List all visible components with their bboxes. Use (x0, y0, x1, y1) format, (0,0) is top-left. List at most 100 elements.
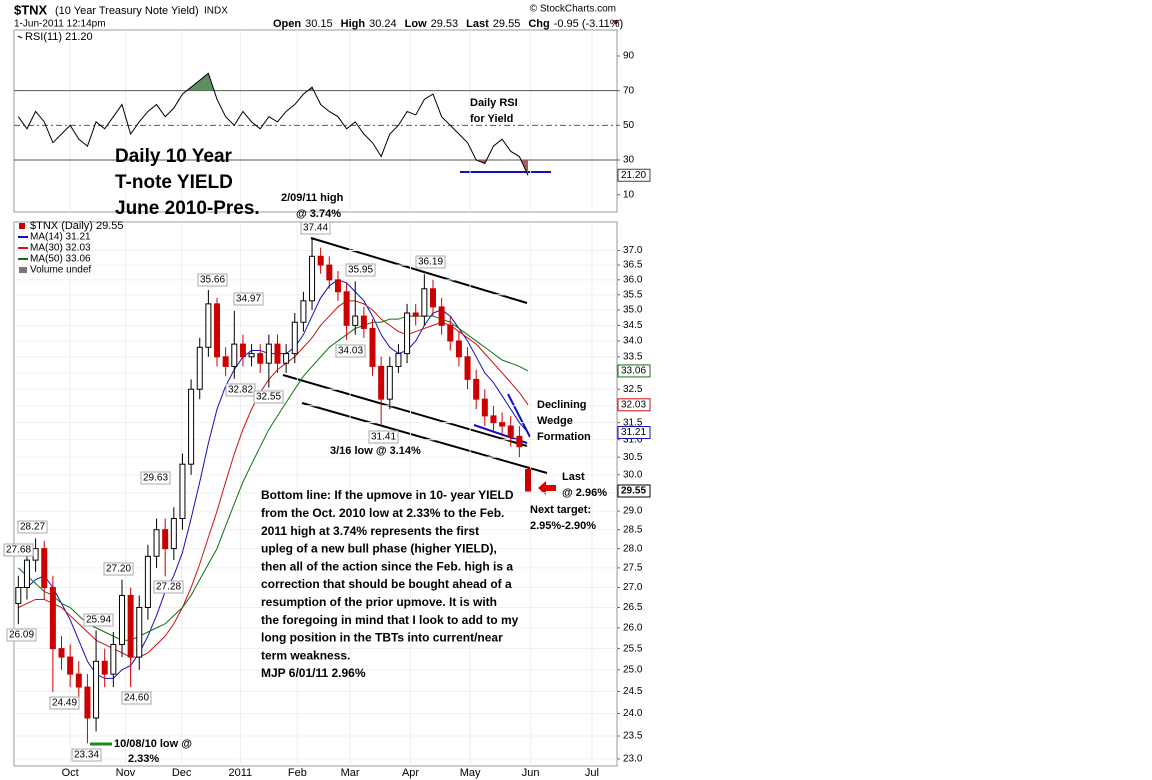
x-tick-label: 2011 (229, 767, 253, 779)
candle-body (455, 340, 462, 358)
value-marker: 32.03 (621, 399, 646, 410)
annotation: long position in the TBTs into current/n… (261, 631, 503, 645)
y-tick-label: 10 (623, 189, 635, 200)
y-tick-label: 30 (623, 155, 635, 166)
annotation: Bottom line: If the upmove in 10- year Y… (261, 488, 514, 502)
quote-value: -0.95 (-3.11%) (554, 18, 624, 30)
annotation: the foregoing in mind that I look to add… (261, 613, 519, 627)
annotation: 35.95 (348, 265, 373, 276)
y-tick-label: 25.0 (623, 664, 643, 675)
rsi-marker-box (617, 168, 651, 182)
y-tick-label: 24.5 (623, 686, 643, 697)
annotation: 34.03 (338, 346, 363, 357)
annotation: term weakness. (261, 648, 350, 662)
annotation-box (6, 628, 37, 642)
candle-body (404, 312, 411, 355)
candle-body (499, 422, 506, 427)
value-marker-box (617, 426, 651, 440)
candle-body (101, 660, 108, 675)
annotation: Formation (537, 431, 591, 443)
legend-icon (19, 267, 27, 273)
rsi-marker: 21.20 (621, 170, 646, 181)
annotation: T-note YIELD (115, 172, 233, 193)
y-tick-label: 50 (623, 120, 635, 131)
y-tick-label: 34.5 (623, 320, 643, 331)
candle-body (464, 356, 471, 380)
y-tick-label: 36.5 (623, 260, 643, 271)
candle-body (32, 548, 39, 561)
annotation: 2011 high at 3.74% represents the first (261, 524, 479, 538)
y-tick-label: 30.5 (623, 452, 643, 463)
annotation: Wedge (537, 415, 573, 427)
trend-line (301, 402, 548, 474)
candle-body (205, 303, 212, 348)
candle-body (300, 300, 307, 323)
candle-body (118, 594, 125, 645)
legend-icon (17, 35, 23, 39)
annotation: 3/16 low @ 3.14% (330, 445, 421, 457)
annotation: @ 2.96% (562, 487, 607, 499)
y-tick-label: 23.5 (623, 731, 643, 742)
annotation-box (233, 292, 264, 306)
annotation: for Yield (470, 113, 513, 125)
candle-body (412, 312, 419, 317)
annotation-box (3, 543, 34, 557)
candle-body (196, 346, 203, 390)
x-tick-label: Nov (116, 767, 136, 779)
candle-body (360, 315, 367, 329)
candle-body (429, 288, 436, 308)
candle-body (334, 279, 341, 293)
candle-body (214, 303, 221, 358)
value-marker-box (617, 364, 651, 378)
candle-body (421, 288, 428, 317)
x-tick-label: Oct (62, 767, 79, 779)
rsi-legend: RSI(11) 21.20 (25, 31, 93, 43)
annotation: 31.41 (371, 432, 396, 443)
annotation-box (253, 390, 284, 404)
annotation: 27.68 (6, 545, 31, 556)
candle-body (127, 594, 134, 658)
annotation: 25.94 (86, 615, 111, 626)
value-marker: 29.55 (621, 486, 646, 497)
candle-body (291, 321, 298, 355)
annotation-box (300, 221, 331, 235)
annotation: 26.09 (9, 630, 34, 641)
annotation: 29.63 (143, 473, 168, 484)
quote-value: 29.55 (493, 18, 521, 30)
annotation: 35.66 (200, 275, 225, 286)
candle-body (93, 660, 100, 719)
candle-body (110, 643, 117, 675)
y-tick-label: 27.5 (623, 563, 643, 574)
annotation-box (103, 562, 134, 576)
y-tick-label: 23.0 (623, 754, 643, 765)
candle-body (162, 529, 169, 550)
annotation-box (49, 696, 80, 710)
quote-label: Chg (528, 18, 549, 30)
candle-body (317, 255, 324, 266)
annotation-box (345, 263, 376, 277)
y-tick-label: 28.0 (623, 543, 643, 554)
candle-body (352, 315, 359, 326)
change-indicator (612, 20, 620, 25)
annotation: 34.97 (236, 294, 261, 305)
y-tick-label: 31.5 (623, 417, 643, 428)
value-marker-box (617, 484, 651, 498)
candle-body (144, 555, 151, 609)
quote-label: Open (273, 18, 301, 30)
candle-body (265, 343, 272, 364)
value-marker: 31.21 (621, 427, 646, 438)
wedge-line (507, 393, 531, 438)
annotation: then all of the action since the Feb. hi… (261, 559, 513, 573)
annotation-box (121, 691, 152, 705)
candle-body (386, 365, 393, 400)
quote-label: High (341, 18, 366, 30)
annotation: MJP 6/01/11 2.96% (261, 666, 366, 680)
annotation: upleg of a new bull phase (higher YIELD)… (261, 542, 497, 556)
candle-body (438, 306, 445, 326)
candle-body (473, 378, 480, 400)
annotation-box (415, 255, 446, 269)
price-legend: $TNX (Daily) 29.55 (30, 220, 124, 232)
candle-body (378, 365, 385, 400)
